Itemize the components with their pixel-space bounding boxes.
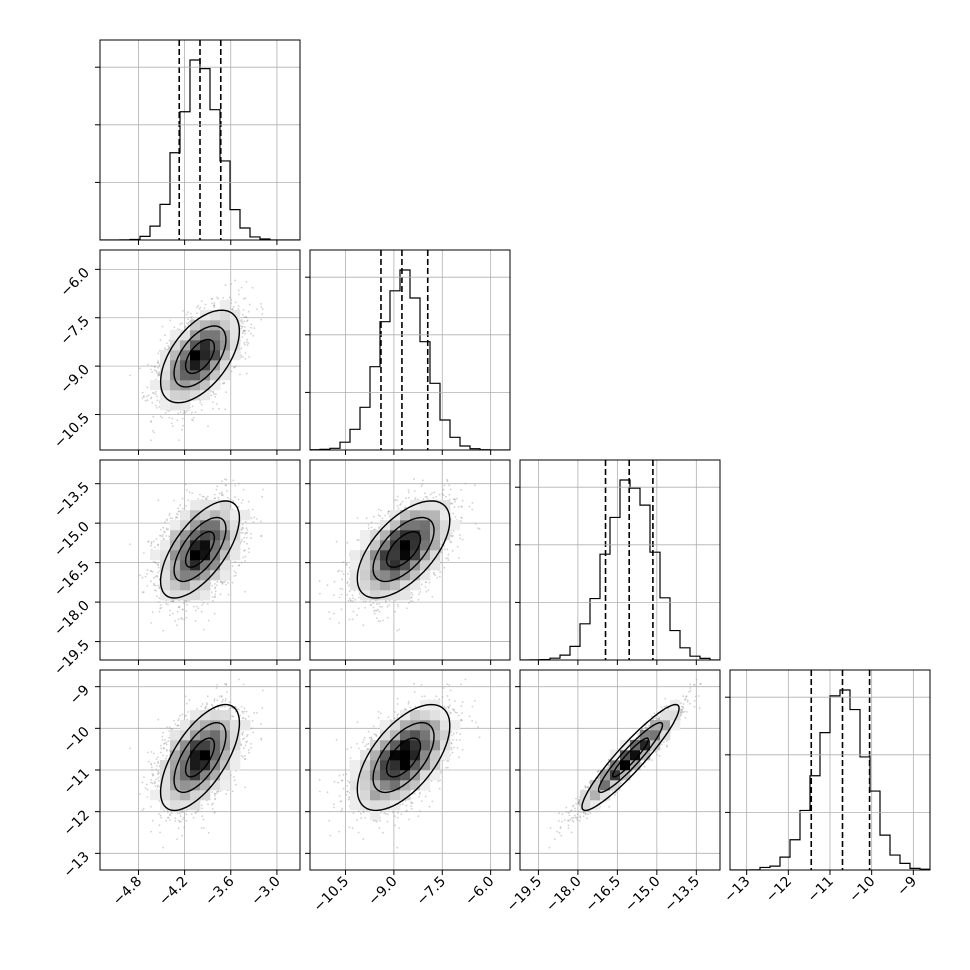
density-blocks xyxy=(580,700,681,811)
contour-line xyxy=(184,531,216,568)
contour-line xyxy=(581,703,680,812)
histogram-panel-0 xyxy=(95,39,301,245)
x-tick-label: −12 xyxy=(763,874,795,906)
histogram-steps xyxy=(520,479,720,660)
contour-line xyxy=(159,309,241,404)
histogram-panel-2 xyxy=(515,459,721,665)
panel-frame xyxy=(99,39,301,241)
x-tick-label: −16.5 xyxy=(583,874,625,916)
scatter-panel-3-2: −19.5−18.0−16.5−15.0−13.5 xyxy=(504,669,721,916)
x-tick-label: −3.6 xyxy=(202,873,237,908)
panel-frame xyxy=(99,249,301,451)
panel-frame xyxy=(519,669,721,871)
panel-frame xyxy=(99,459,301,661)
contour-line xyxy=(356,703,451,812)
contour-line xyxy=(372,721,435,794)
x-tick-label: −10 xyxy=(846,874,878,906)
panel-frame xyxy=(309,459,511,661)
contour-line xyxy=(173,722,227,793)
density-blocks xyxy=(150,500,251,601)
scatter-panel-2-1 xyxy=(305,459,511,665)
contour-line xyxy=(372,516,435,583)
histogram-steps xyxy=(310,269,510,450)
contour-line xyxy=(173,325,227,388)
scatter-panel-2-0: −19.5−18.0−16.5−15.0−13.5 xyxy=(51,459,301,679)
contour-line xyxy=(173,516,227,583)
x-tick-label: −6.0 xyxy=(462,874,497,909)
x-tick-label: −9 xyxy=(894,874,920,900)
contour-line xyxy=(385,530,422,568)
panel-frame xyxy=(309,249,511,451)
y-tick-label: −7.5 xyxy=(57,313,92,348)
x-tick-label: −7.5 xyxy=(414,874,449,909)
y-tick-label: −18.0 xyxy=(51,598,93,640)
panel-frame xyxy=(519,459,721,661)
y-tick-label: −15.0 xyxy=(51,519,93,561)
y-tick-label: −16.5 xyxy=(51,558,93,600)
contour-line xyxy=(597,721,664,794)
y-tick-label: −9 xyxy=(67,682,93,708)
contour-line xyxy=(385,737,422,778)
scatter-panel-1-0: −10.5 −9.0 −7.5 −6.0 xyxy=(51,249,301,455)
scatter-panel-3-1: −10.5 −9.0 −7.5 −6.0 xyxy=(305,669,511,916)
y-tick-label: −19.5 xyxy=(51,637,93,679)
contour-line xyxy=(184,737,216,778)
density-blocks xyxy=(350,700,461,821)
histogram-steps xyxy=(730,689,930,870)
x-tick-label: −15.0 xyxy=(622,874,664,916)
x-tick-label: −9.0 xyxy=(365,874,400,909)
x-tick-label: −3.0 xyxy=(248,874,283,909)
scatter-panel-3-0: −13 −12 −11 −10 −9 −4.8 −4.2 −3.6 −3.0 xyxy=(61,669,301,909)
y-tick-label: −13 xyxy=(61,849,93,881)
contour-line xyxy=(159,703,241,812)
x-tick-label: −11 xyxy=(805,874,837,906)
histogram-panel-1 xyxy=(305,249,511,455)
x-tick-label: −13.5 xyxy=(661,874,703,916)
panel-frame xyxy=(309,669,511,871)
x-tick-label: −13 xyxy=(721,874,753,906)
y-tick-label: −10.5 xyxy=(51,410,93,452)
x-tick-label: −10.5 xyxy=(311,874,353,916)
x-tick-label: −19.5 xyxy=(504,874,546,916)
contour-line xyxy=(612,737,650,778)
y-tick-label: −6.0 xyxy=(57,265,92,300)
contour-line xyxy=(356,500,451,599)
x-tick-label: −18.0 xyxy=(543,874,585,916)
panel-frame xyxy=(99,669,301,871)
y-tick-label: −10 xyxy=(61,724,93,756)
y-tick-label: −12 xyxy=(61,807,93,839)
contour-line xyxy=(184,338,216,375)
contour-line xyxy=(159,500,241,599)
density-blocks xyxy=(150,710,251,811)
x-tick-label: −4.2 xyxy=(156,874,191,909)
histogram-panel-3: −13 −12 −11 −10 −9 xyxy=(721,669,931,906)
y-tick-label: −13.5 xyxy=(51,479,93,521)
x-tick-label: −4.8 xyxy=(110,874,145,909)
y-tick-label: −11 xyxy=(61,766,93,798)
y-tick-label: −9.0 xyxy=(57,362,92,397)
